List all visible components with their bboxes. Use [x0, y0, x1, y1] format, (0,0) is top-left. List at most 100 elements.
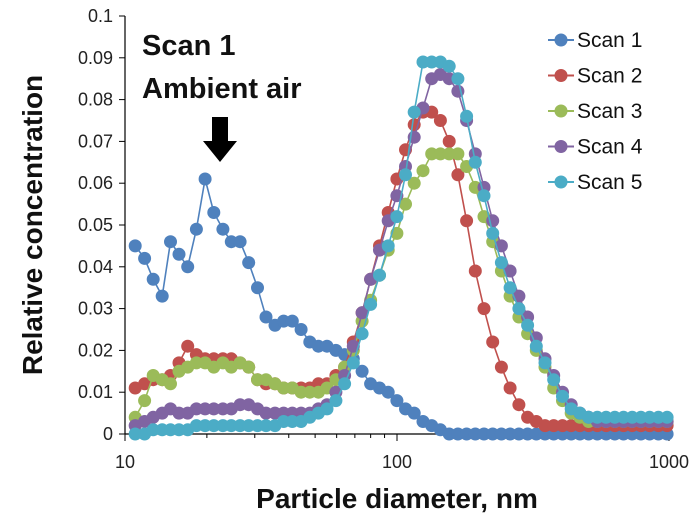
- data-point: [355, 306, 369, 320]
- legend-label: Scan 5: [577, 171, 642, 194]
- data-point: [338, 377, 352, 391]
- data-point: [486, 335, 500, 349]
- data-point: [460, 214, 474, 228]
- data-point: [181, 260, 195, 274]
- y-tick-label: 0.07: [78, 131, 113, 151]
- data-point: [172, 247, 186, 261]
- y-tick-label: 0.08: [78, 90, 113, 110]
- legend-item: Scan 4: [548, 136, 643, 159]
- data-point: [512, 398, 526, 412]
- data-point: [442, 59, 456, 73]
- data-point: [207, 206, 221, 219]
- data-point: [146, 423, 160, 437]
- data-point: [460, 109, 474, 123]
- x-tick-label: 10: [115, 452, 135, 472]
- data-point: [477, 189, 491, 203]
- data-point: [407, 105, 421, 119]
- data-point: [416, 164, 430, 178]
- data-point: [364, 297, 378, 311]
- y-ticks: 0 0.01 0.02 0.03 0.04 0.05 0.06 0.07 0.08 0.09 0.1: [78, 6, 125, 444]
- data-point: [477, 302, 491, 316]
- x-tick-label: 100: [382, 452, 412, 472]
- y-tick-label: 0.04: [78, 257, 113, 277]
- data-point: [346, 356, 360, 370]
- legend-marker: [554, 69, 568, 82]
- data-point: [390, 394, 404, 408]
- legend-item: Scan 1: [548, 29, 642, 52]
- data-point: [381, 239, 395, 253]
- legend-marker: [554, 140, 568, 153]
- data-point: [547, 373, 561, 387]
- y-tick-label: 0.09: [78, 48, 113, 68]
- data-point: [242, 256, 256, 270]
- data-point: [128, 239, 142, 253]
- data-point: [512, 302, 526, 316]
- data-point: [259, 310, 273, 324]
- data-point: [198, 172, 212, 186]
- data-point: [399, 197, 412, 211]
- data-point: [355, 327, 369, 341]
- data-point: [503, 281, 517, 295]
- y-tick-label: 0.06: [78, 173, 113, 193]
- annotation: Scan 1 Ambient air: [142, 30, 302, 162]
- data-point: [164, 235, 177, 249]
- data-point: [529, 339, 543, 353]
- data-point: [259, 419, 273, 433]
- y-tick-label: 0.03: [78, 299, 113, 319]
- data-point: [155, 289, 169, 303]
- data-point: [216, 222, 230, 236]
- data-point: [451, 147, 465, 161]
- y-tick-label: 0.05: [78, 215, 113, 235]
- data-point: [233, 235, 247, 249]
- legend-marker: [554, 33, 568, 47]
- data-point: [146, 272, 160, 286]
- data-point: [407, 176, 421, 190]
- data-point: [242, 360, 256, 374]
- annotation-line-1: Scan 1: [142, 30, 236, 62]
- y-tick-label: 0: [103, 424, 113, 444]
- data-point: [451, 168, 465, 182]
- legend-marker: [554, 104, 568, 118]
- legend-label: Scan 3: [577, 100, 642, 123]
- data-point: [285, 314, 299, 328]
- x-axis-title: Particle diameter, nm: [256, 483, 538, 514]
- annotation-line-2: Ambient air: [142, 73, 302, 105]
- series-line: [134, 111, 668, 427]
- data-point: [660, 410, 674, 424]
- data-point: [399, 168, 412, 182]
- data-point: [207, 419, 221, 433]
- y-tick-label: 0.01: [78, 382, 113, 402]
- data-point: [355, 364, 369, 378]
- data-point: [407, 406, 421, 420]
- data-point: [442, 134, 456, 148]
- data-point: [329, 394, 343, 408]
- data-point: [521, 318, 535, 332]
- data-point: [390, 210, 404, 224]
- legend: Scan 1 Scan 2 Scan 3 Scan 4 Scan 5: [548, 29, 643, 194]
- data-point: [207, 402, 221, 416]
- data-point: [556, 389, 569, 403]
- legend-item: Scan 3: [548, 100, 642, 123]
- data-point: [494, 256, 508, 270]
- data-point: [138, 251, 152, 265]
- data-point: [503, 381, 517, 395]
- legend-item: Scan 2: [548, 65, 642, 88]
- data-point: [373, 268, 386, 282]
- data-point: [486, 226, 500, 240]
- data-point: [181, 339, 195, 353]
- legend-label: Scan 1: [577, 29, 642, 52]
- y-tick-label: 0.1: [88, 6, 113, 26]
- data-point: [294, 323, 308, 336]
- data-point: [538, 356, 552, 370]
- legend-item: Scan 5: [548, 171, 642, 194]
- series-5: [128, 55, 674, 441]
- x-ticks: 10 100 1000: [115, 434, 689, 472]
- data-point: [138, 394, 152, 408]
- data-point: [468, 264, 482, 278]
- series-layer: [128, 55, 674, 441]
- data-point: [164, 377, 177, 391]
- data-point: [259, 406, 273, 420]
- data-point: [451, 72, 465, 86]
- legend-marker: [554, 175, 568, 189]
- down-arrow-icon: [203, 117, 237, 162]
